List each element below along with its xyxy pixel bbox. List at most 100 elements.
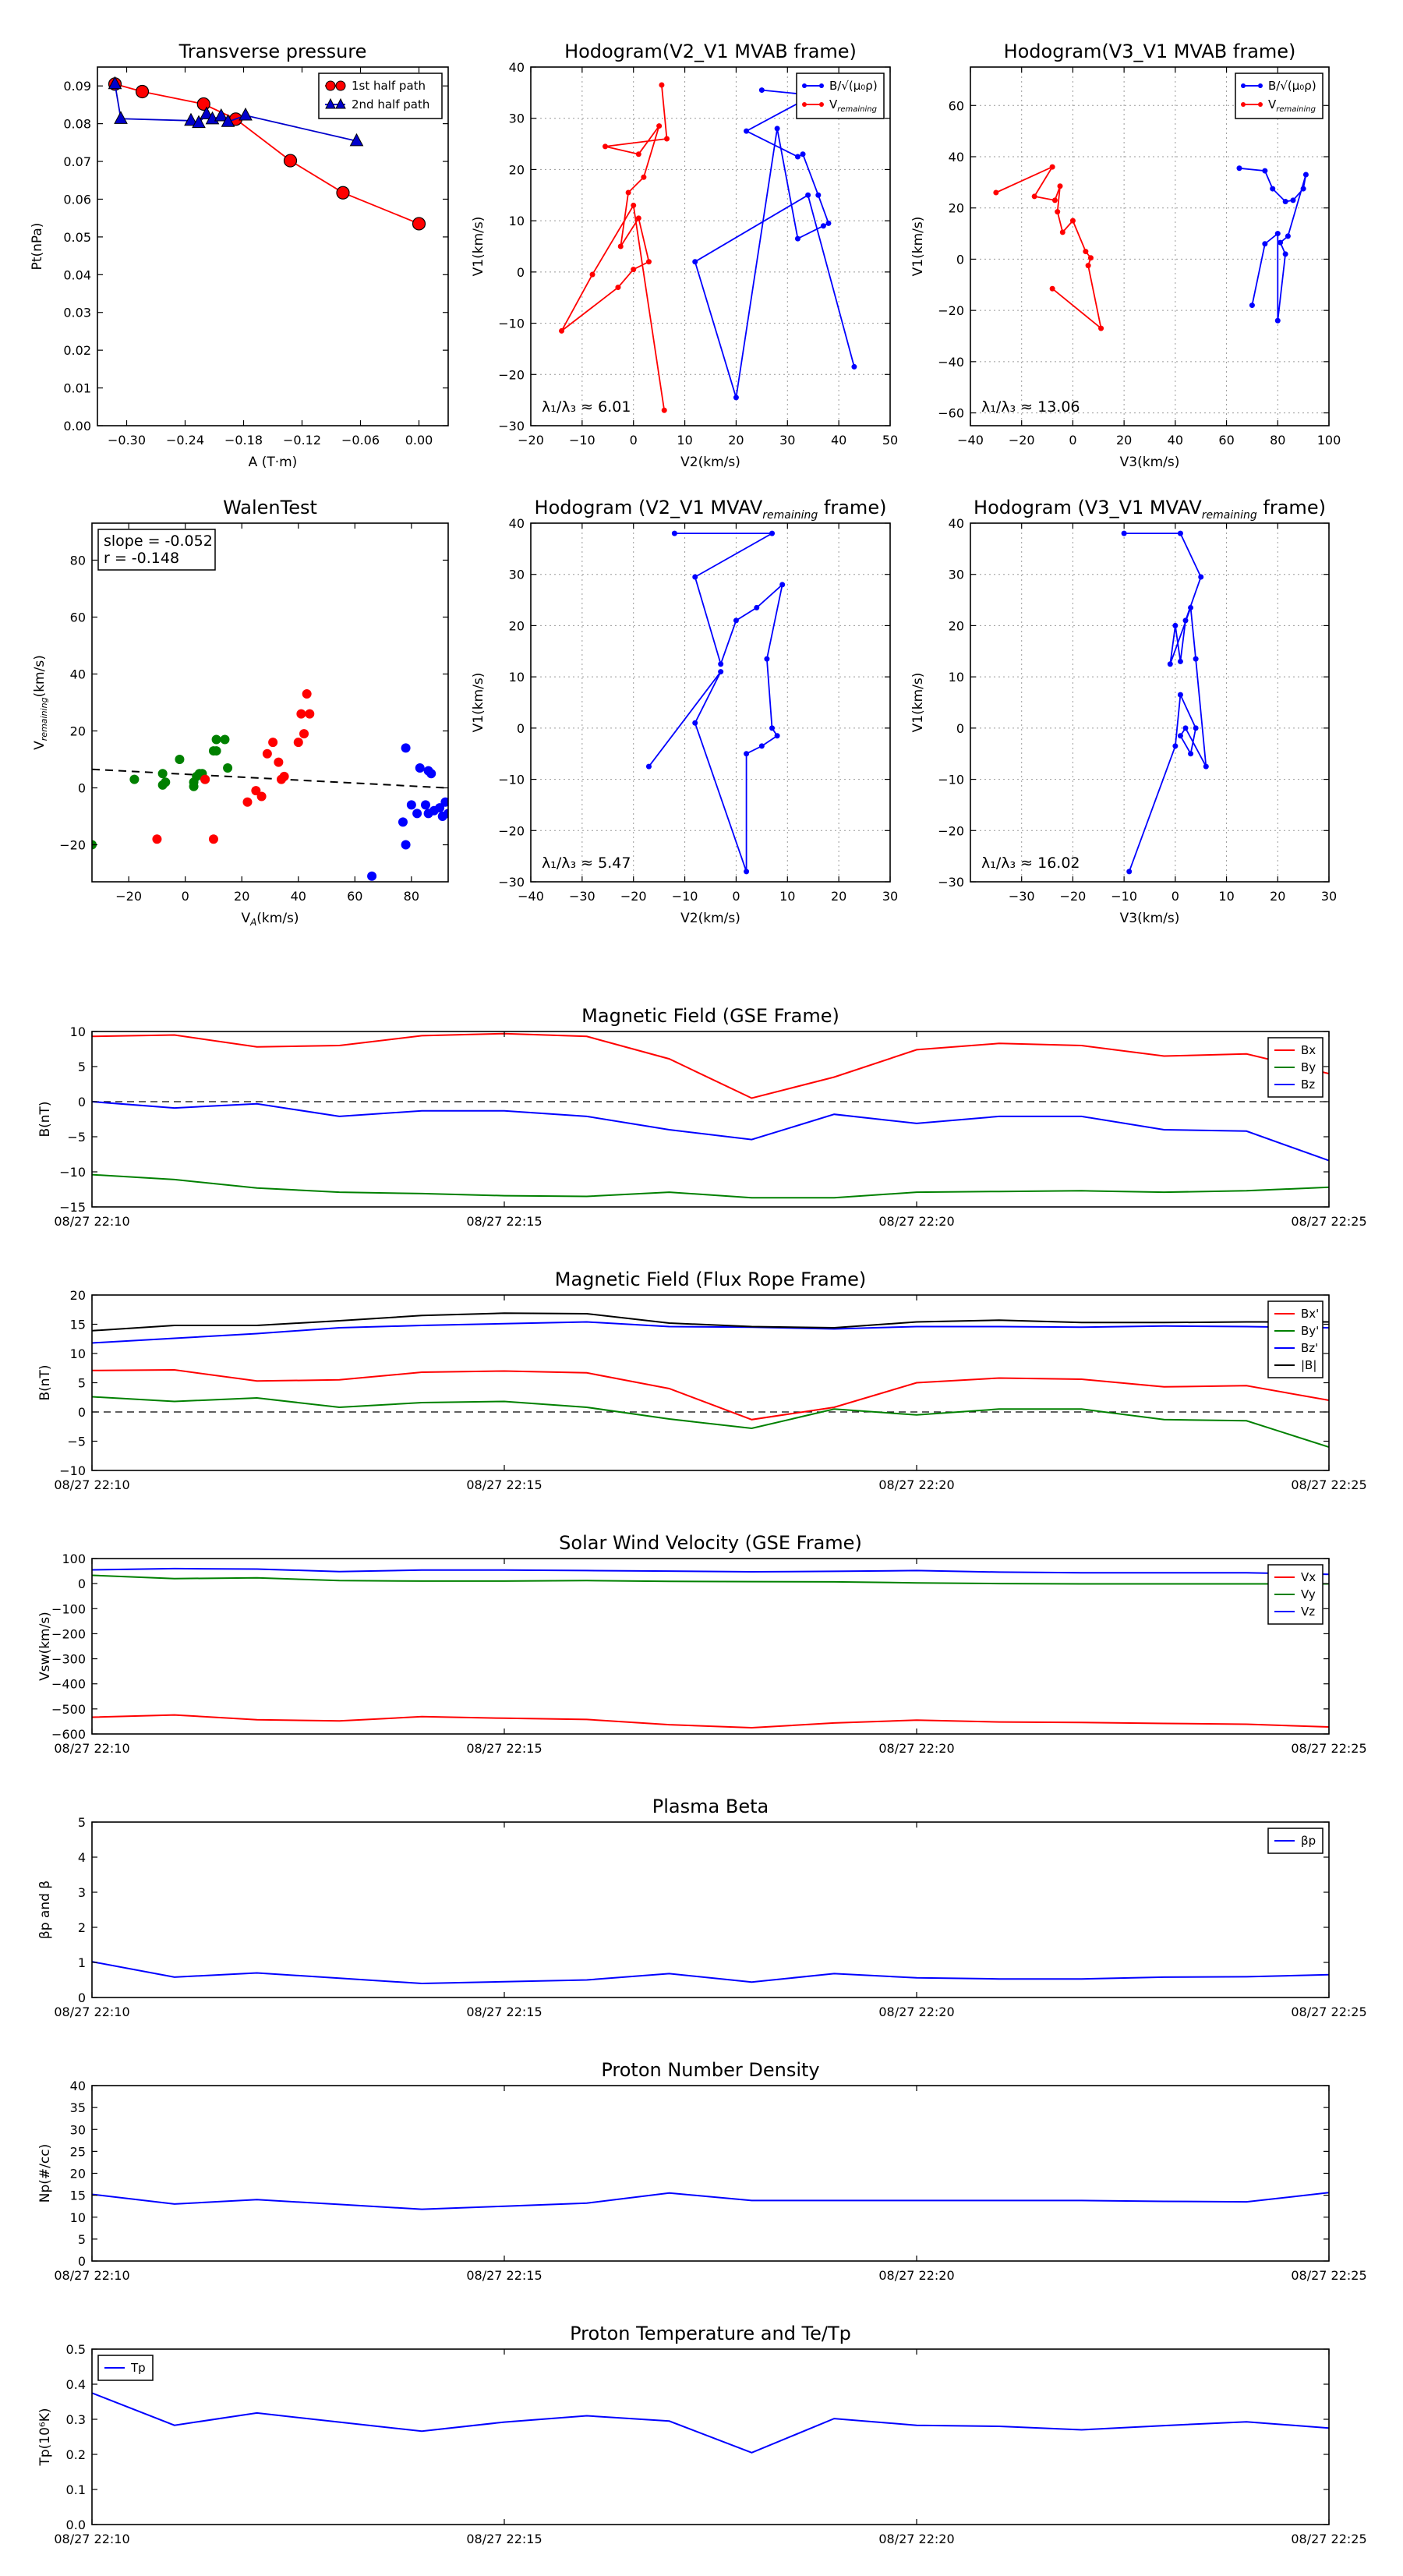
legend-label: |B| [1301, 1358, 1316, 1372]
series-line [995, 165, 1102, 331]
x-tick-label: 80 [1270, 433, 1285, 448]
data-point [794, 154, 800, 160]
x-tick-label: 08/27 22:10 [54, 1214, 129, 1229]
plot-area [92, 2392, 1329, 2454]
eigenvalue-ratio: λ₁/λ₃ ≈ 6.01 [542, 398, 631, 416]
legend-marker [819, 102, 824, 107]
y-tick-label: 10 [70, 1346, 86, 1361]
series-Vz [92, 1567, 1329, 1576]
data-point [1098, 325, 1104, 331]
y-axis-label: B(nT) [37, 1364, 53, 1400]
y-tick-label: 2 [78, 1920, 86, 1935]
data-point [211, 746, 221, 756]
series-hodogram [1121, 530, 1209, 875]
data-point [1069, 218, 1076, 224]
chart-hodogram-v3-mvab: −40 −20 0 20 40 60 80 100 −60 −40 −20 0 20 40 60 Hodogr… [910, 41, 1341, 470]
x-tick-label: 08/27 22:25 [1291, 2005, 1366, 2019]
data-point [661, 407, 667, 413]
eigenvalue-ratio: λ₁/λ₃ ≈ 13.06 [981, 398, 1080, 416]
data-point [1270, 186, 1276, 192]
chart-magnetic-field-flux-rope: 08/27 22:10 08/27 22:15 08/27 22:20 08/27 2… [37, 1269, 1367, 1492]
series-V_remaining [993, 164, 1104, 331]
legend-item: B/√(μ₀ρ) [802, 79, 878, 93]
x-tick-label: 08/27 22:15 [466, 1477, 542, 1492]
chart-title: Hodogram (V2_V1 MVAVremaining frame) [535, 497, 887, 522]
series-βp [92, 1961, 1329, 1985]
data-point [671, 530, 677, 536]
y-tick-label: −15 [59, 1200, 86, 1215]
chart-plasma-beta: 08/27 22:10 08/27 22:15 08/27 22:20 08/27 2… [37, 1796, 1367, 2019]
legend-label: By' [1301, 1324, 1319, 1338]
legend-marker [335, 97, 346, 109]
series-Tp [92, 2392, 1329, 2454]
data-point [851, 363, 857, 370]
y-tick-label: 30 [949, 568, 964, 582]
data-point [211, 734, 221, 745]
chart-hodogram-v2-mvab: −20 −10 0 10 20 30 40 50−30−20−10010203040Hodog… [471, 41, 898, 470]
plot-area [92, 1961, 1329, 1985]
chart-title: Hodogram(V3_V1 MVAB frame) [1004, 41, 1296, 62]
plot-area [92, 689, 448, 881]
legend-label: By [1301, 1060, 1316, 1074]
y-tick-label: 60 [70, 610, 86, 625]
data-point [1188, 751, 1194, 757]
data-point [656, 123, 663, 129]
y-axis-label: Vsw(km/s) [37, 1612, 53, 1681]
y-tick-label: 0 [517, 721, 525, 736]
legend-item: Vx [1274, 1570, 1316, 1584]
data-point [631, 267, 637, 273]
y-tick-label: −20 [938, 823, 964, 838]
legend-box [318, 73, 443, 119]
series-line [560, 84, 668, 411]
data-point [1285, 233, 1291, 239]
data-point [769, 725, 776, 731]
x-tick-label: 08/27 22:15 [466, 2005, 542, 2019]
x-tick-label: −20 [1009, 433, 1035, 448]
y-tick-label: 0.03 [63, 306, 91, 320]
y-tick-label: 0 [78, 1405, 86, 1420]
chart-magnetic-field-gse: 08/27 22:10 08/27 22:15 08/27 22:20 08/27 2… [37, 1005, 1367, 1229]
legend-marker [802, 83, 807, 88]
data-point [1085, 263, 1091, 269]
axes-frame [91, 2348, 1330, 2525]
data-point [602, 143, 608, 150]
legend-label: Vy [1301, 1587, 1316, 1601]
series-Vx [92, 1714, 1329, 1729]
data-point [589, 271, 595, 278]
y-tick-label: 0.1 [66, 2482, 86, 2497]
x-axis-label: VA(km/s) [241, 911, 299, 928]
data-point [559, 327, 565, 334]
series-line [92, 1032, 1329, 1099]
y-tick-label: −20 [938, 303, 964, 318]
y-tick-label: 0 [78, 781, 86, 796]
x-tick-label: −20 [620, 889, 647, 904]
data-point [1282, 199, 1288, 204]
data-point [293, 738, 303, 748]
x-tick-label: 60 [347, 889, 362, 904]
x-tick-label: 20 [1270, 889, 1285, 904]
eigenvalue-ratio: λ₁/λ₃ ≈ 16.02 [981, 855, 1080, 872]
data-point [129, 774, 140, 784]
data-point [744, 128, 750, 134]
series-line [92, 1101, 1329, 1162]
data-point [1083, 249, 1089, 255]
series-Vy [92, 1574, 1329, 1585]
legend-item: B/√(μ₀ρ) [1241, 79, 1316, 93]
data-point [412, 217, 426, 231]
x-tick-label: 08/27 22:20 [878, 2268, 954, 2283]
y-tick-label: 0.08 [63, 117, 91, 132]
x-axis-label: A (T·m) [249, 455, 298, 470]
series-By [92, 1173, 1329, 1199]
x-tick-label: −10 [1111, 889, 1137, 904]
axes-frame [530, 522, 891, 883]
y-tick-label: 10 [70, 1024, 86, 1039]
data-point [645, 259, 652, 265]
y-tick-label: 80 [70, 553, 86, 568]
legend-box [1235, 73, 1323, 119]
data-point [279, 771, 289, 781]
y-tick-label: 60 [949, 98, 964, 113]
legend-item: Bx [1274, 1043, 1316, 1057]
plot-area [645, 530, 786, 875]
y-tick-label: −20 [498, 823, 525, 838]
